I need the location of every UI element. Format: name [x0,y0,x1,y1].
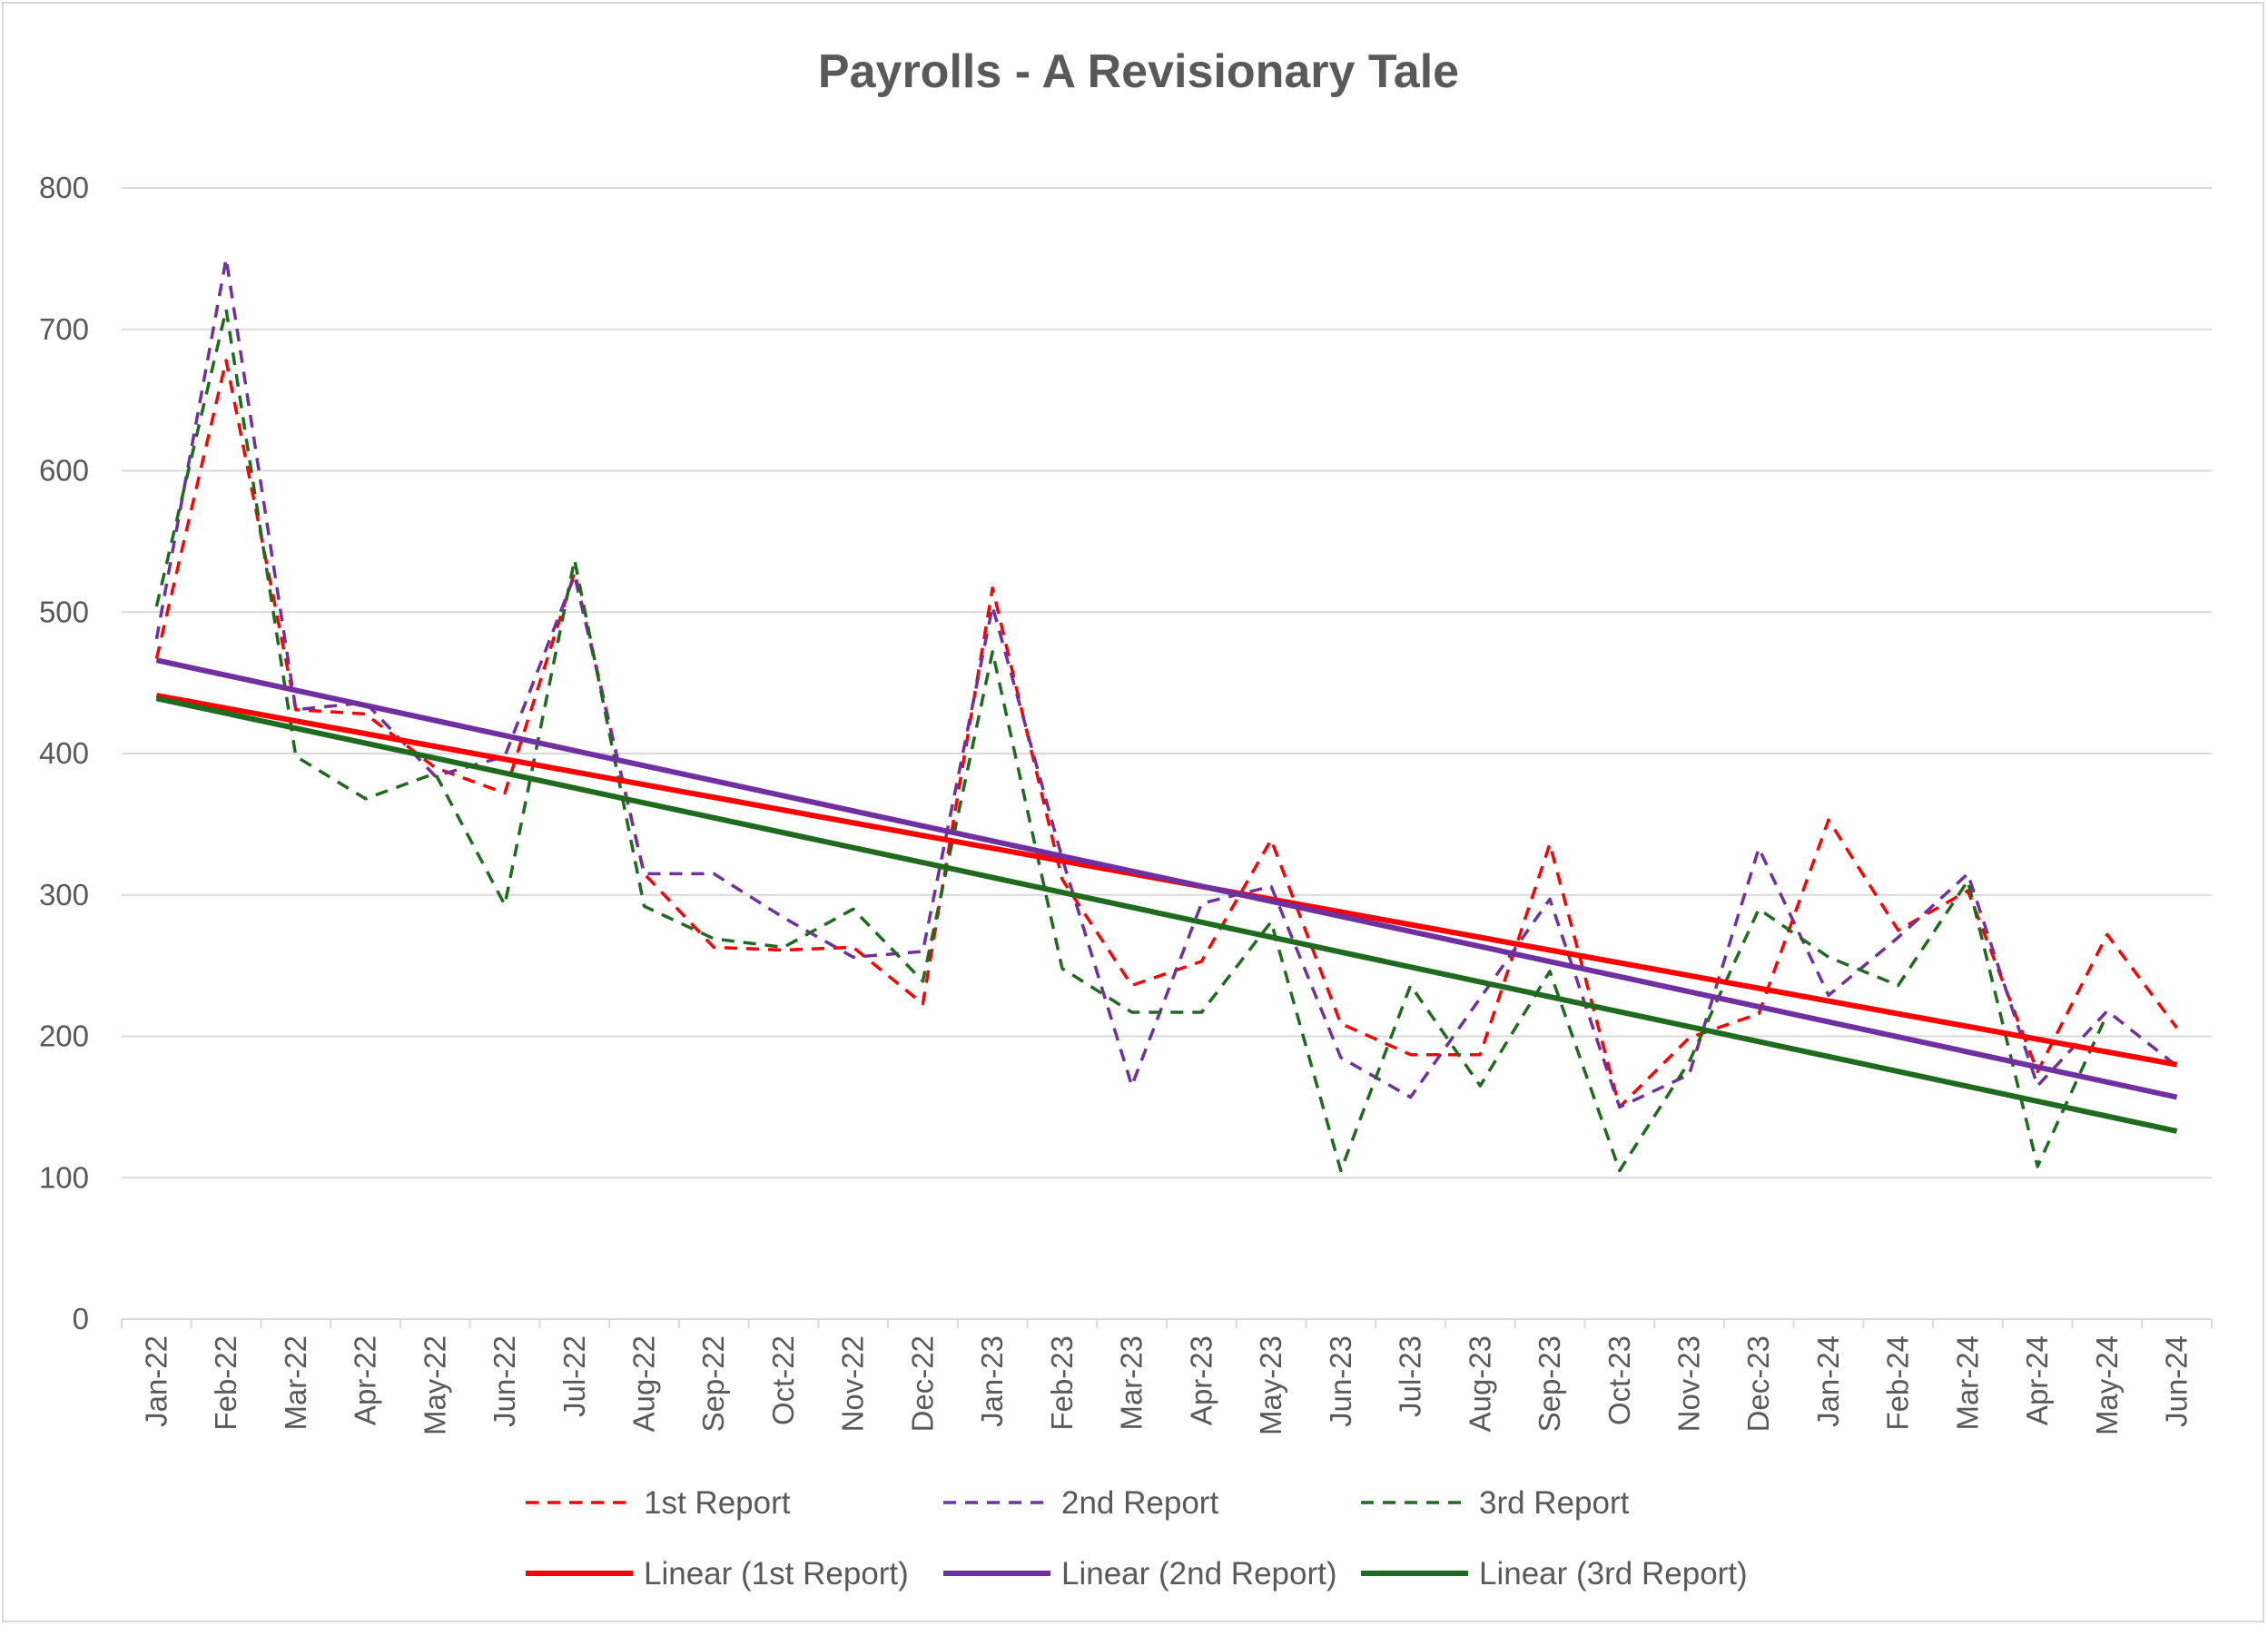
x-tick-label: Oct-22 [766,1335,800,1425]
x-tick-label: Jun-24 [2160,1335,2194,1427]
x-tick-label: May-24 [2090,1335,2124,1435]
x-tick-label: Mar-23 [1115,1335,1149,1431]
x-tick-label: Dec-22 [905,1335,939,1432]
x-tick-label: Aug-23 [1463,1335,1496,1432]
legend-label: 1st Report [644,1485,791,1521]
x-tick-label: Apr-22 [349,1335,382,1425]
x-tick-label: May-22 [418,1335,451,1435]
legend-label: 3rd Report [1479,1485,1630,1521]
legend-label: Linear (3rd Report) [1479,1556,1748,1592]
legend-label: Linear (2nd Report) [1061,1556,1337,1592]
x-tick-label: Feb-23 [1045,1335,1079,1431]
x-tick-label: Nov-22 [836,1335,870,1432]
x-tick-label: Jul-22 [557,1335,591,1417]
x-tick-label: Feb-24 [1881,1335,1915,1431]
legend-label: 2nd Report [1061,1485,1218,1521]
x-axis-ticks: Jan-22 Feb-22 Mar-22 Apr-22 May-22 Jun-22 Jul-… [139,1335,2193,1435]
x-tick-label: May-23 [1254,1335,1287,1435]
series-line-1 [154,359,2179,1109]
series-lines [154,257,2179,1173]
x-tick-label: Jan-24 [1811,1335,1845,1427]
y-axis-ticks: 0 100 200 300 400 500 600 700 800 [39,171,89,1335]
axes [121,1318,2213,1328]
x-tick-label: Apr-23 [1184,1335,1218,1425]
gridlines [122,187,2212,1179]
y-tick-label: 300 [39,878,89,912]
x-tick-label: Feb-22 [209,1335,242,1431]
y-tick-label: 500 [39,595,89,628]
x-tick-label: Sep-23 [1533,1335,1566,1432]
chart-title: Payrolls - A Revisionary Tale [818,45,1459,98]
x-tick-label: Nov-23 [1672,1335,1706,1432]
legend-label: Linear (1st Report) [644,1556,909,1592]
legend: 1st Report 2nd Report 3rd Report Linear (1s… [526,1485,1748,1592]
y-tick-label: 0 [73,1302,89,1335]
x-tick-label: Jan-22 [139,1335,173,1427]
y-tick-label: 400 [39,736,89,770]
y-tick-label: 800 [39,171,89,204]
x-tick-label: Jul-23 [1394,1335,1427,1417]
y-tick-label: 100 [39,1160,89,1194]
line-chart: Payrolls - A Revisionary Tale 0 100 200 300… [39,45,2213,1592]
series-line-2 [154,257,2178,1109]
y-tick-label: 200 [39,1020,89,1053]
x-tick-label: Jan-23 [975,1335,1009,1427]
x-tick-label: Aug-22 [627,1335,661,1432]
series-line-3 [154,308,2109,1173]
y-tick-label: 700 [39,312,89,346]
x-tick-label: Mar-22 [279,1335,312,1431]
x-tick-label: Mar-24 [1950,1335,1984,1431]
x-tick-label: Apr-24 [2020,1335,2054,1425]
x-tick-label: Sep-22 [696,1335,730,1432]
series-line-5 [155,657,2178,1100]
series-line-6 [155,695,2178,1134]
x-tick-label: Dec-23 [1741,1335,1775,1432]
y-tick-label: 600 [39,454,89,488]
x-tick-label: Oct-23 [1602,1335,1636,1425]
x-tick-label: Jun-22 [488,1335,521,1427]
x-tick-label: Jun-23 [1324,1335,1357,1427]
